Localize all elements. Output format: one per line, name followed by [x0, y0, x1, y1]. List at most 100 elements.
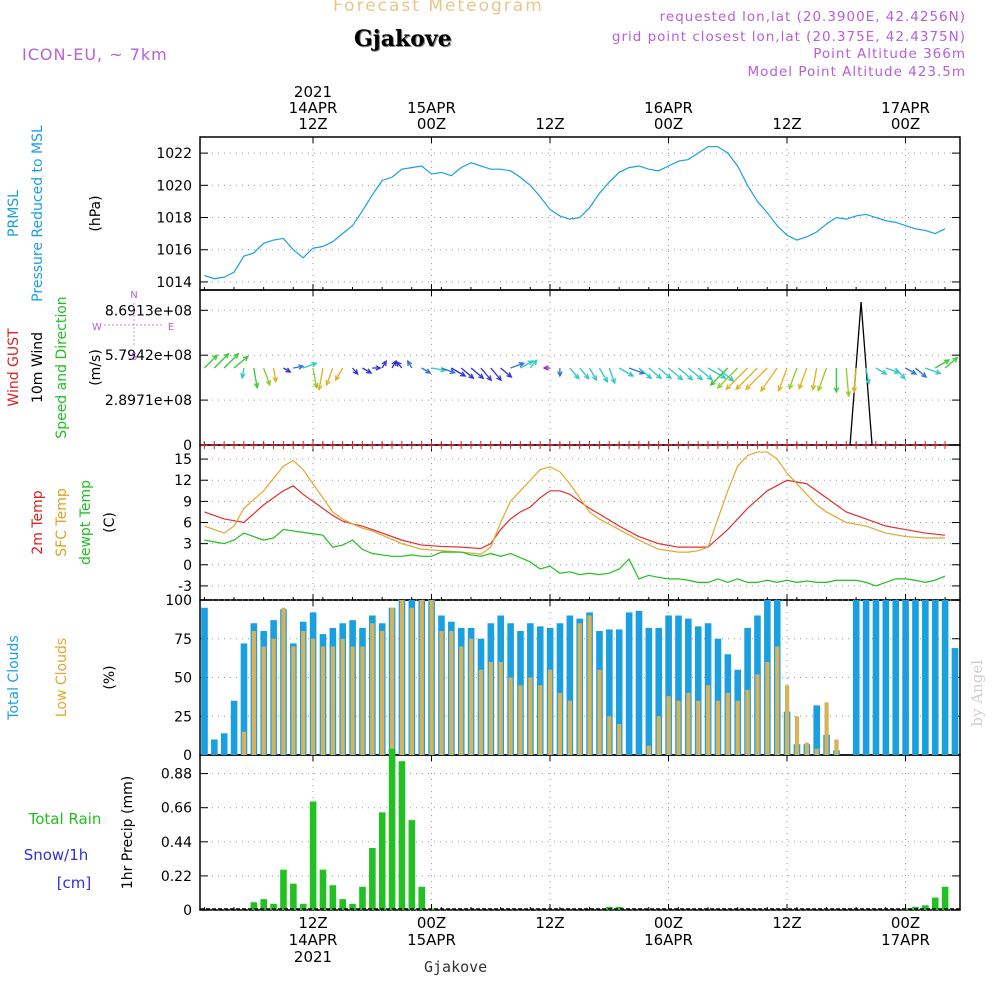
wind-arrow-head	[375, 365, 382, 371]
wind-arrow-head	[573, 373, 580, 380]
precip-bar	[280, 869, 287, 910]
low-cloud-bar	[765, 662, 770, 755]
precip-bar	[398, 761, 406, 910]
wind-arrow-head	[317, 384, 323, 392]
wind-arrow-head	[845, 390, 852, 398]
low-cloud-bar	[725, 693, 730, 755]
pressure-ytick-label: 1018	[156, 211, 192, 227]
total-cloud-bar	[645, 627, 653, 755]
bottom-time-label: 16APR	[644, 931, 693, 949]
total-cloud-bar	[882, 600, 890, 755]
low-cloud-bar	[745, 689, 750, 755]
wind-arrow	[817, 367, 828, 391]
wind-arrow-head	[646, 373, 653, 380]
low-cloud-bar	[498, 662, 503, 755]
top-time-label: 2021	[294, 83, 332, 101]
total-cloud-bar	[230, 700, 238, 755]
wind-arrow-head	[935, 369, 942, 375]
precip-bar	[388, 748, 396, 910]
low-cloud-bar	[538, 685, 543, 755]
wind-arrow-head	[735, 384, 742, 391]
wind-arrow-head	[833, 387, 840, 394]
wind-arrow-head	[407, 359, 413, 367]
low-cloud-bar	[686, 693, 691, 755]
temp-line-sfc-temp	[204, 451, 945, 555]
low-cloud-bar	[301, 631, 306, 755]
precip-bar	[329, 885, 337, 910]
pressure-ytick-label: 1016	[156, 243, 192, 259]
total-cloud-bar	[606, 629, 613, 755]
low-cloud-bar	[380, 631, 385, 755]
wind-arrow	[735, 367, 758, 390]
temperature-ytick-label: 12	[174, 473, 192, 489]
wind-arrow	[812, 367, 818, 390]
total-cloud-bar	[240, 643, 248, 755]
wind-arrow	[569, 367, 580, 380]
wind-arrow	[707, 367, 726, 379]
low-cloud-bar	[271, 638, 276, 755]
low-cloud-bar	[439, 631, 444, 755]
low-cloud-bar	[577, 623, 582, 755]
wind-arrow	[233, 355, 249, 369]
temperature-ytick-label: 9	[183, 494, 192, 510]
top-time-label: 14APR	[289, 99, 338, 117]
wind-arrow	[362, 367, 372, 374]
wind-arrow-head	[265, 379, 271, 387]
low-cloud-bar	[370, 623, 375, 755]
precip-bar	[319, 869, 327, 910]
wind-arrow-head	[810, 384, 817, 392]
pressure-axis-label: PRMSL	[6, 190, 22, 237]
total-cloud-bar	[655, 627, 663, 755]
total-cloud-bar	[813, 705, 821, 755]
wind-axis-label: Wind GUST	[6, 328, 22, 407]
low-cloud-bar	[459, 646, 464, 755]
precip-bar	[408, 820, 416, 910]
compass-east: E	[168, 322, 174, 333]
wind-arrow-head	[325, 379, 331, 387]
wind-arrow-head	[233, 352, 240, 359]
wind-arrow-head	[687, 374, 694, 381]
low-cloud-bar	[261, 646, 266, 755]
total-cloud-bar	[922, 600, 929, 755]
precip-bar	[349, 903, 356, 910]
low-cloud-bar	[399, 600, 405, 755]
wind-arrow	[725, 367, 748, 390]
gust-spike	[849, 301, 873, 446]
wind-arrow-head	[527, 360, 534, 366]
low-cloud-bar	[449, 631, 454, 755]
wind-arrow	[618, 367, 634, 377]
total-cloud-bar	[220, 733, 228, 755]
wind-arrow-head	[709, 380, 716, 387]
low-cloud-bar	[587, 615, 592, 755]
temperature-ytick-label: 0	[183, 558, 192, 574]
wind-arrow	[798, 367, 808, 389]
wind-arrow-head	[952, 356, 959, 363]
wind-arrow-head	[478, 373, 485, 380]
low-cloud-bar	[715, 700, 721, 755]
wind-arrow-head	[728, 376, 735, 382]
total-cloud-bar	[902, 600, 909, 755]
low-cloud-bar	[735, 700, 740, 755]
requested-coords: requested lon,lat (20.3900E, 42.4256N)	[659, 9, 966, 25]
wind-arrow	[318, 367, 324, 390]
low-cloud-bar	[775, 646, 780, 755]
wind-arrow-head	[610, 377, 616, 385]
wind-arrow-head	[381, 359, 387, 367]
top-time-label: 00Z	[891, 115, 920, 133]
total-cloud-bar	[714, 638, 722, 755]
wind-axis-label: 10m Wind	[30, 332, 46, 403]
bottom-time-label: 15APR	[407, 931, 456, 949]
low-cloud-bar	[241, 731, 247, 755]
wind-arrow-head	[223, 352, 230, 359]
wind-arrow-head	[272, 376, 278, 384]
bottom-time-label: 17APR	[881, 931, 930, 949]
total-cloud-bar	[862, 600, 870, 755]
wind-arrow-head	[865, 378, 871, 386]
pressure-panel-frame	[199, 136, 961, 291]
wind-arrow	[885, 367, 900, 374]
clouds-axis-label: (%)	[102, 665, 118, 689]
wind-arrow	[710, 367, 729, 386]
footer-location: Gjakove	[424, 958, 488, 976]
wind-arrow	[223, 353, 239, 369]
